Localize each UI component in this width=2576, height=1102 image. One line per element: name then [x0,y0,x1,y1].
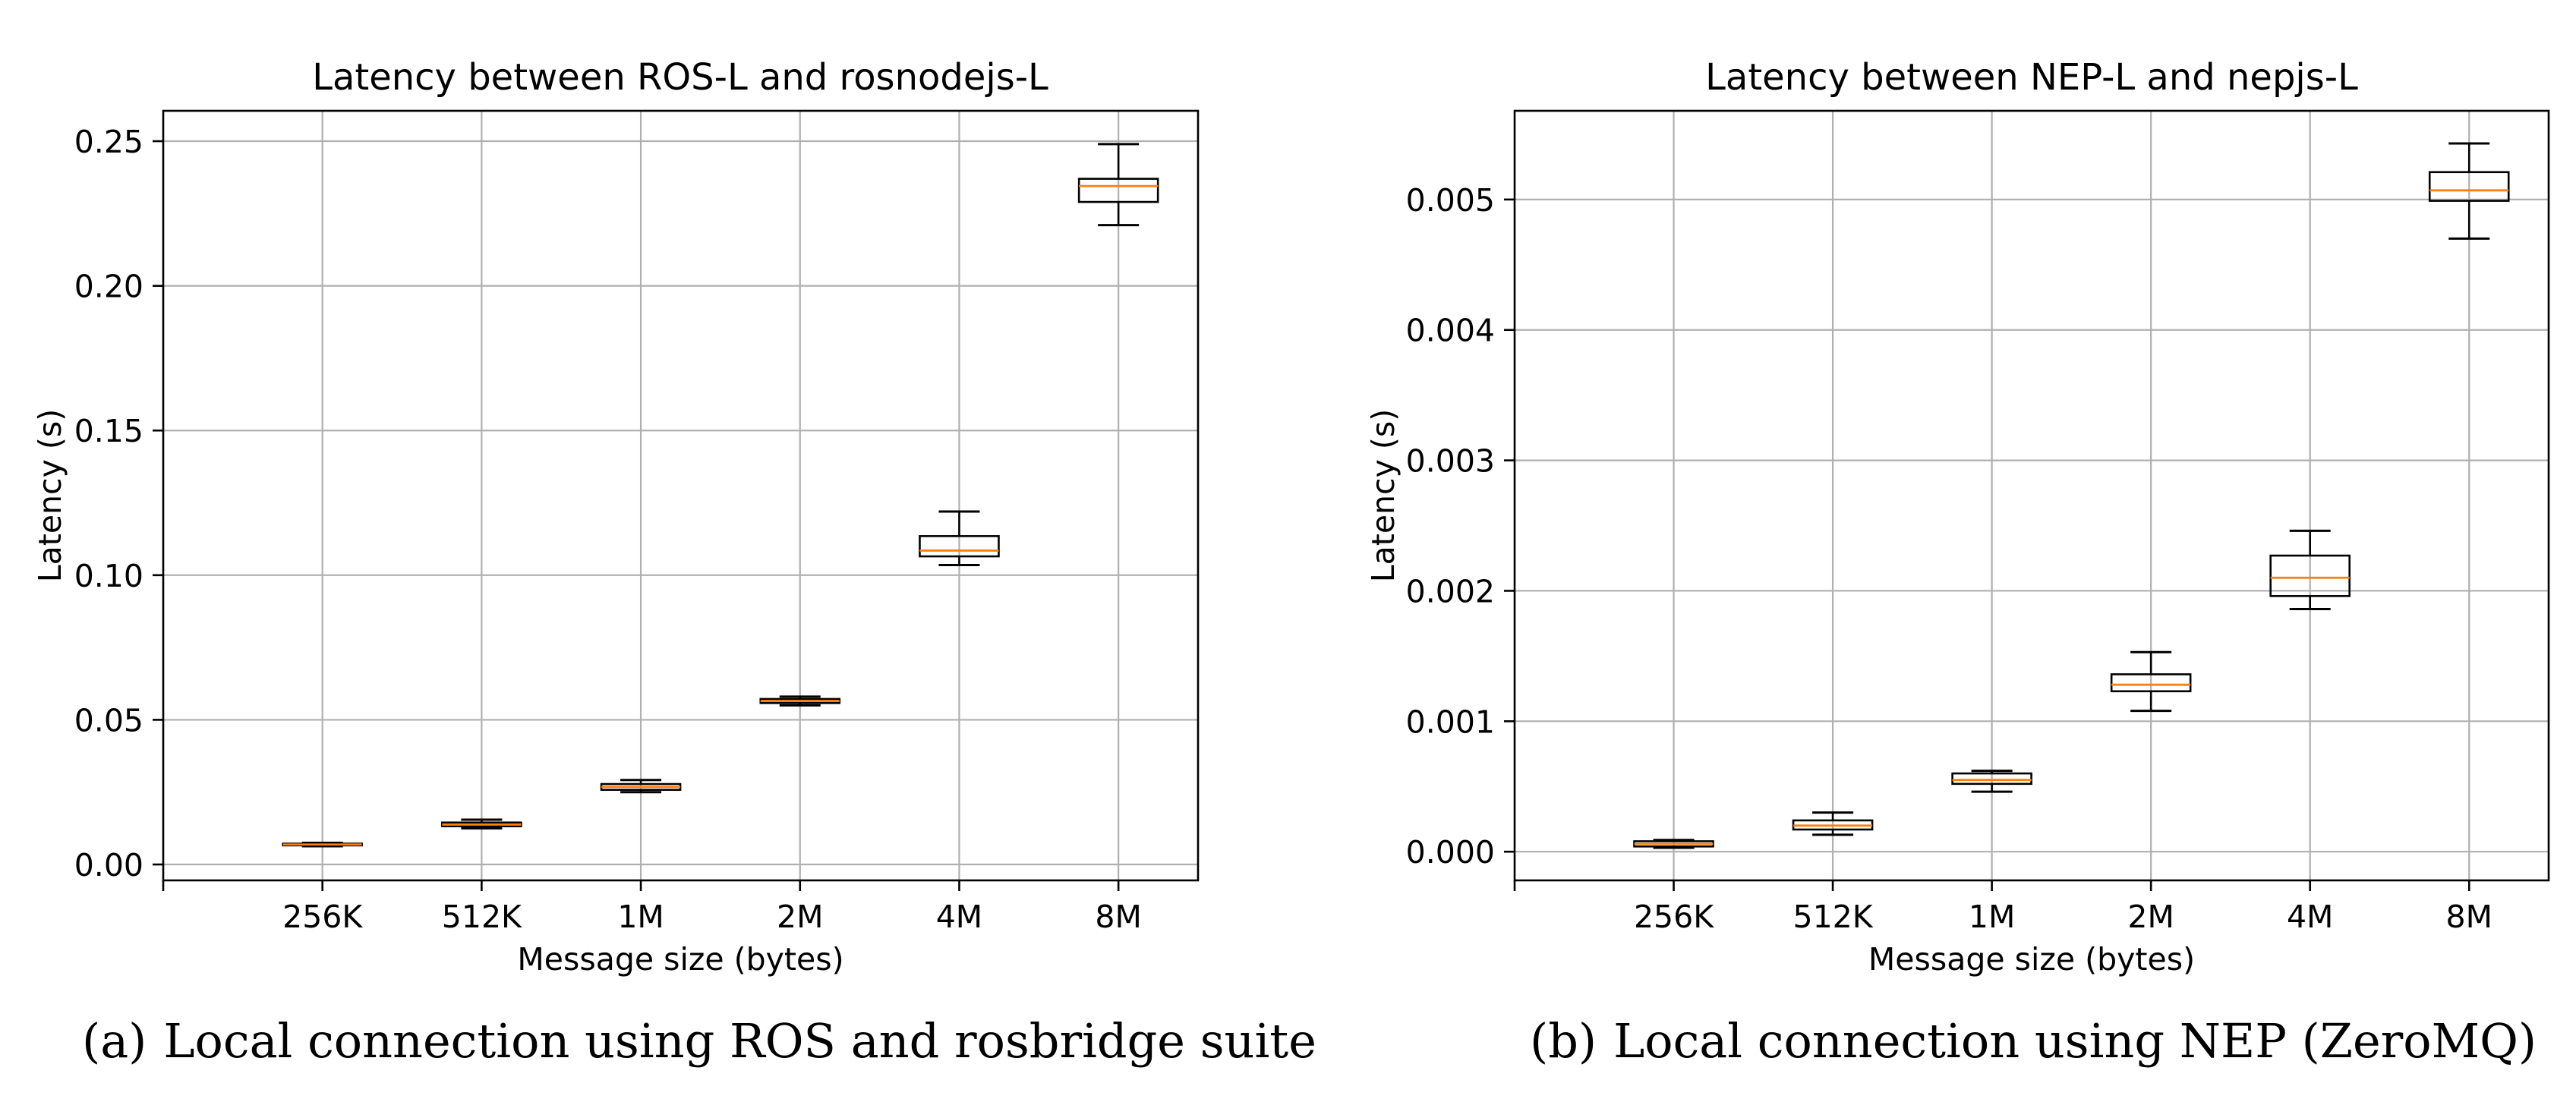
y-tick-label: 0.20 [74,269,143,305]
iqr-box [1077,178,1159,203]
caption-a-text: Local connection using ROS and rosbridge… [163,1013,1316,1069]
box-8M [2428,142,2510,240]
box-8M [1077,143,1159,227]
y-tick-label: 0.003 [1406,443,1495,480]
box-512K [1792,811,1874,836]
caption-b: (b) Local connection using NEP (ZeroMQ) [1530,1013,2537,1069]
caption-b-text: Local connection using NEP (ZeroMQ) [1613,1013,2537,1069]
y-tick-label: 0.002 [1406,573,1495,609]
x-tick-label: 256K [282,899,363,935]
x-tick-label: 8M [1095,899,1141,935]
iqr-box [1951,772,2032,786]
box-256K [1633,839,1714,849]
iqr-box [2428,171,2510,202]
plot-frame [162,109,1200,882]
box-256K [282,841,363,848]
y-tick-label: 0.000 [1406,834,1495,871]
box-4M [2269,529,2351,611]
x-tick-label: 8M [2445,899,2492,935]
y-tick-label: 0.05 [74,702,143,738]
plot-frame [1513,109,2550,882]
x-tick-label: 2M [777,899,823,935]
iqr-box [2269,554,2351,597]
y-tick-label: 0.00 [74,847,143,883]
y-axis-label: Latency (s) [1365,409,1402,582]
caption-a: (a) Local connection using ROS and rosbri… [82,1013,1316,1069]
y-tick-label: 0.25 [74,124,143,160]
caption-a-label: (a) [82,1013,147,1069]
iqr-box [919,535,1000,558]
box-2M [759,695,841,707]
box-1M [1951,770,2032,793]
box-1M [600,779,682,794]
x-tick-label: 512K [442,899,522,935]
box-512K [441,818,522,830]
y-axis-label: Latency (s) [32,409,68,582]
chart-title: Latency between ROS-L and rosnodejs-L [312,56,1048,99]
x-tick-label: 2M [2127,899,2174,935]
chart-title: Latency between NEP-L and nepjs-L [1705,56,2358,99]
y-tick-label: 0.15 [74,413,143,449]
iqr-box [2110,673,2192,693]
box-2M [2110,650,2192,713]
chart-b: 0.000 0.001 0.002 0.003 0.004 0.005 256K 512K 1M… [1365,56,2550,978]
x-tick-label: 1M [617,899,664,935]
caption-b-label: (b) [1530,1013,1597,1069]
y-tick-label: 0.001 [1406,704,1495,740]
x-tick-label: 512K [1792,899,1873,935]
x-axis-label: Message size (bytes) [517,941,843,978]
y-tick-label: 0.005 [1406,182,1495,219]
x-tick-label: 4M [2287,899,2333,935]
y-tick-label: 0.10 [74,558,143,594]
box-4M [919,510,1000,566]
x-tick-label: 4M [936,899,982,935]
x-tick-label: 1M [1969,899,2015,935]
x-tick-label: 256K [1634,899,1714,935]
chart-a: 0.00 0.05 0.10 0.15 0.20 0.25 256K 512K 1M 2M 4M 8M… [32,56,1200,978]
x-axis-label: Message size (bytes) [1868,941,2195,978]
y-tick-label: 0.004 [1406,313,1495,349]
